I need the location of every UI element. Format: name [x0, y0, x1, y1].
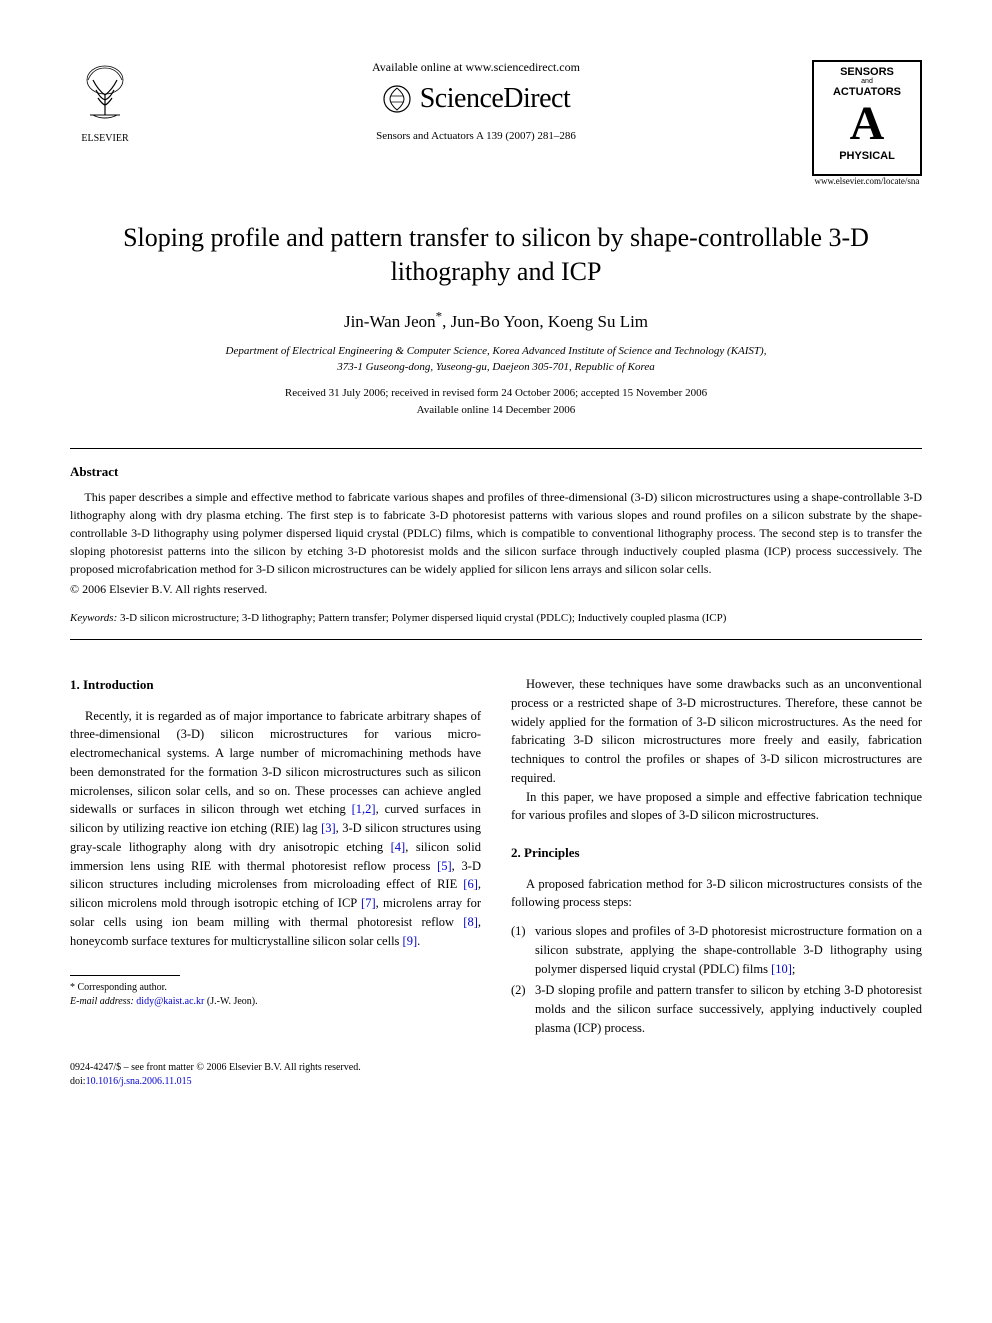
- email-link[interactable]: didy@kaist.ac.kr: [136, 996, 204, 1007]
- principles-heading: 2. Principles: [511, 843, 922, 863]
- ref-link-12[interactable]: [1,2]: [352, 802, 376, 816]
- left-column: 1. Introduction Recently, it is regarded…: [70, 675, 481, 1041]
- journal-logo-line1: SENSORS: [816, 66, 918, 78]
- intro-heading: 1. Introduction: [70, 675, 481, 695]
- footnote-divider: [70, 975, 180, 976]
- col2-p2: In this paper, we have proposed a simple…: [511, 788, 922, 826]
- journal-logo-letter: A: [816, 100, 918, 148]
- publisher-name: ELSEVIER: [70, 133, 140, 144]
- article-dates: Received 31 July 2006; received in revis…: [70, 385, 922, 418]
- article-title: Sloping profile and pattern transfer to …: [70, 221, 922, 289]
- journal-logo-line2: and: [816, 78, 918, 86]
- sciencedirect-logo: ScienceDirect: [160, 83, 792, 115]
- divider-bottom: [70, 639, 922, 640]
- sciencedirect-icon: [382, 84, 412, 114]
- list-text-2: 3-D sloping profile and pattern transfer…: [535, 981, 922, 1037]
- right-column: However, these techniques have some draw…: [511, 675, 922, 1041]
- authors-text: Jin-Wan Jeon*, Jun-Bo Yoon, Koeng Su Lim: [344, 312, 648, 331]
- process-list: (1) various slopes and profiles of 3-D p…: [511, 922, 922, 1038]
- intro-paragraph: Recently, it is regarded as of major imp…: [70, 707, 481, 951]
- journal-logo-subtitle: PHYSICAL: [816, 150, 918, 162]
- footer-info: 0924-4247/$ – see front matter © 2006 El…: [70, 1061, 922, 1089]
- ref-link-5[interactable]: [5]: [437, 859, 452, 873]
- ref-link-4[interactable]: [4]: [391, 840, 406, 854]
- elsevier-tree-icon: [78, 60, 133, 125]
- ref-link-7[interactable]: [7]: [361, 896, 376, 910]
- doi-link[interactable]: 10.1016/j.sna.2006.11.015: [86, 1076, 192, 1087]
- copyright-text: © 2006 Elsevier B.V. All rights reserved…: [70, 582, 922, 597]
- ref-link-8[interactable]: [8]: [463, 915, 478, 929]
- ref-link-9[interactable]: [9]: [403, 934, 418, 948]
- affiliation: Department of Electrical Engineering & C…: [70, 344, 922, 375]
- keywords: Keywords: 3-D silicon microstructure; 3-…: [70, 612, 922, 624]
- available-online-text: Available online at www.sciencedirect.co…: [160, 60, 792, 75]
- center-header: Available online at www.sciencedirect.co…: [140, 60, 812, 142]
- abstract-heading: Abstract: [70, 464, 922, 480]
- corresponding-author: * Corresponding author.: [70, 981, 481, 995]
- journal-url: www.elsevier.com/locate/sna: [812, 176, 922, 186]
- ref-link-10[interactable]: [10]: [771, 962, 792, 976]
- doi-label: doi:: [70, 1076, 86, 1087]
- footnote: * Corresponding author. E-mail address: …: [70, 981, 481, 1009]
- ref-link-6[interactable]: [6]: [463, 877, 478, 891]
- affiliation-line1: Department of Electrical Engineering & C…: [70, 344, 922, 359]
- journal-logo-box-top: SENSORS and ACTUATORS A PHYSICAL: [812, 60, 922, 176]
- body-columns: 1. Introduction Recently, it is regarded…: [70, 675, 922, 1041]
- journal-logo: SENSORS and ACTUATORS A PHYSICAL www.els…: [812, 60, 922, 186]
- affiliation-line2: 373-1 Guseong-dong, Yuseong-gu, Daejeon …: [70, 360, 922, 375]
- list-num-1: (1): [511, 922, 535, 978]
- email-label: E-mail address:: [70, 996, 134, 1007]
- list-item-1: (1) various slopes and profiles of 3-D p…: [511, 922, 922, 978]
- email-line: E-mail address: didy@kaist.ac.kr (J.-W. …: [70, 995, 481, 1009]
- sciencedirect-text: ScienceDirect: [420, 83, 571, 115]
- footer-doi: doi:10.1016/j.sna.2006.11.015: [70, 1075, 922, 1089]
- footer-line1: 0924-4247/$ – see front matter © 2006 El…: [70, 1061, 922, 1075]
- authors: Jin-Wan Jeon*, Jun-Bo Yoon, Koeng Su Lim: [70, 309, 922, 333]
- principles-p1: A proposed fabrication method for 3-D si…: [511, 875, 922, 913]
- page-header: ELSEVIER Available online at www.science…: [70, 60, 922, 186]
- list-num-2: (2): [511, 981, 535, 1037]
- col2-p1: However, these techniques have some draw…: [511, 675, 922, 788]
- keywords-text: 3-D silicon microstructure; 3-D lithogra…: [120, 612, 726, 624]
- list-item-2: (2) 3-D sloping profile and pattern tran…: [511, 981, 922, 1037]
- divider-top: [70, 448, 922, 449]
- list-text-1: various slopes and profiles of 3-D photo…: [535, 922, 922, 978]
- abstract-section: Abstract This paper describes a simple a…: [70, 464, 922, 597]
- publisher-logo: ELSEVIER: [70, 60, 140, 144]
- dates-line1: Received 31 July 2006; received in revis…: [70, 385, 922, 402]
- journal-citation: Sensors and Actuators A 139 (2007) 281–2…: [160, 130, 792, 142]
- ref-link-3[interactable]: [3]: [321, 821, 336, 835]
- abstract-text: This paper describes a simple and effect…: [70, 488, 922, 578]
- dates-line2: Available online 14 December 2006: [70, 402, 922, 419]
- email-suffix: (J.-W. Jeon).: [207, 996, 258, 1007]
- keywords-label: Keywords:: [70, 612, 117, 624]
